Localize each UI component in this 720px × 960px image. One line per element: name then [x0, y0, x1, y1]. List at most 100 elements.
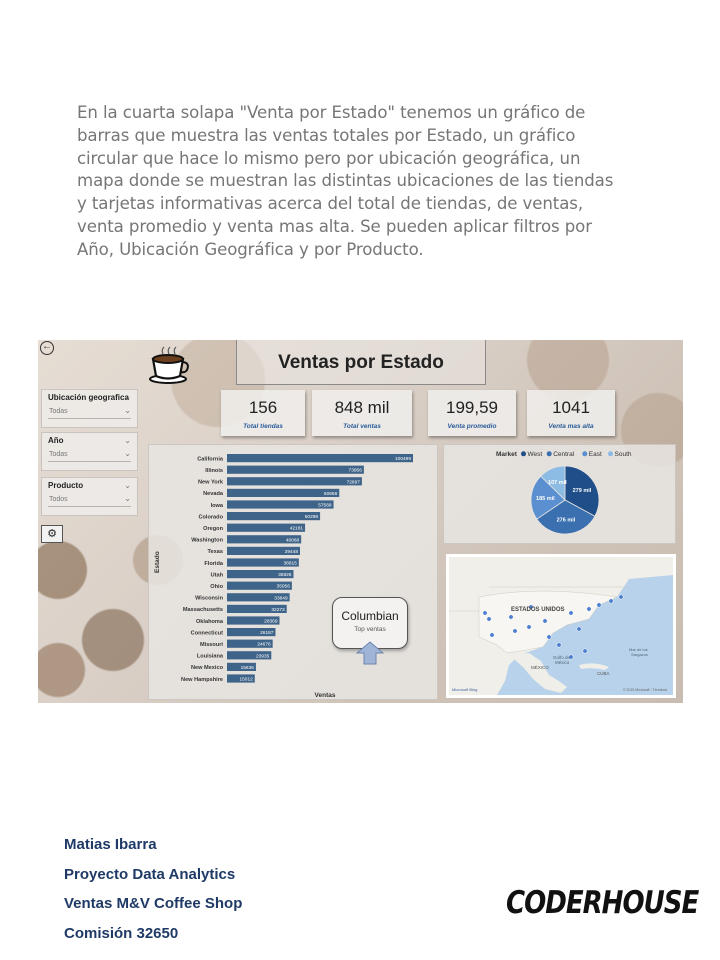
footer-credits: Matias Ibarra Proyecto Data Analytics Ve… [64, 836, 242, 954]
pie-slice[interactable] [540, 465, 566, 501]
bar[interactable] [227, 512, 321, 521]
chevron-down-icon: ⌄ [124, 449, 131, 458]
bar[interactable] [227, 465, 364, 474]
back-arrow-icon[interactable]: ← [40, 341, 54, 355]
pie-legend-marker [521, 451, 526, 457]
kpi-label: Total ventas [343, 423, 381, 430]
pie-slice[interactable] [564, 465, 600, 517]
bar[interactable] [227, 500, 334, 509]
bar-category-label: Illinois [205, 468, 223, 474]
bar-category-label: New Mexico [191, 665, 224, 671]
intro-paragraph: En la cuarta solapa "Venta por Estado" t… [77, 103, 614, 259]
bar-category-label: Wisconsin [195, 596, 224, 602]
filter-value: Todos [49, 496, 68, 503]
bar[interactable] [227, 604, 287, 613]
bar-category-label: Nevada [203, 491, 224, 497]
top-product-label: Top ventas [354, 626, 386, 633]
bar[interactable] [227, 639, 273, 648]
filter-label: Producto [48, 481, 84, 490]
map-label-mar: Mar de los [629, 647, 648, 652]
pie-legend-marker [582, 451, 588, 457]
filter-label: Ubicación geografica [48, 393, 129, 402]
bar[interactable] [227, 662, 256, 671]
bar-value-label: 73956 [349, 468, 363, 474]
bar[interactable] [227, 593, 290, 602]
bar[interactable] [227, 628, 276, 637]
bar-category-label: Iowa [211, 503, 224, 509]
pie-slice[interactable] [536, 499, 596, 535]
bar-chart-svg: California 100499 Illinois 73956 New York 728… [154, 454, 413, 699]
bar-category-label: Florida [204, 561, 224, 567]
bar-value-label: 32273 [271, 607, 285, 613]
store-locations-map[interactable]: ESTADOS UNIDOS MÉXICO Golfo de México CU… [446, 554, 676, 698]
arrow-up-icon [355, 641, 385, 665]
bar-value-label: 35926 [278, 572, 292, 578]
bar-value-label: 33849 [274, 595, 288, 601]
filter-value: Todas [49, 451, 68, 458]
pie-legend-label: West [528, 451, 543, 458]
kpi-value: 199,59 [446, 398, 498, 417]
map-label-golfo-2: México [555, 660, 570, 665]
project-name: Proyecto Data Analytics [64, 865, 236, 883]
commission-number: Comisión 32650 [64, 924, 179, 942]
bar[interactable] [227, 674, 255, 683]
bar-value-label: 39448 [285, 549, 299, 555]
top-product-name: Columbian [341, 609, 399, 623]
bar-value-label: 100499 [395, 456, 411, 462]
kpi-card-total-tiendas: 156 Total tiendas [221, 390, 305, 436]
microsoft-bing-logo: Microsoft Bing [452, 687, 477, 692]
coderhouse-logo: CODERHOUSE [506, 885, 699, 921]
filter-value: Todas [49, 408, 68, 415]
filter-ubicacion[interactable]: Ubicación geografica ⌄ Todas ⌄ [41, 389, 138, 428]
pie-slice-label: 107 mil [548, 480, 567, 486]
map-label-cuba: CUBA [597, 671, 610, 676]
chevron-down-icon: ⌄ [124, 406, 131, 415]
bar-category-label: Oklahoma [196, 619, 224, 625]
bar-category-label: Massachusetts [183, 607, 223, 613]
bar-category-label: Colorado [198, 514, 223, 520]
bar-category-label: Oregon [203, 526, 223, 532]
bar-category-label: Washington [191, 538, 223, 544]
bar[interactable] [227, 558, 299, 567]
kpi-value: 1041 [552, 398, 590, 417]
kpi-label: Total tiendas [243, 423, 283, 430]
map-label-mexico: MÉXICO [531, 664, 549, 670]
kpi-card-venta-mas-alta: 1041 Venta mas alta [527, 390, 615, 436]
bar-value-label: 26187 [260, 630, 274, 636]
bar[interactable] [227, 477, 362, 486]
pie-slice-label: 276 mil [557, 518, 576, 524]
subject-name: Ventas M&V Coffee Shop [64, 895, 243, 912]
pie-slice[interactable] [530, 475, 566, 520]
bar[interactable] [227, 616, 280, 625]
bar-value-label: 15012 [239, 677, 253, 683]
bar[interactable] [227, 581, 292, 590]
bar[interactable] [227, 651, 272, 660]
clear-filter-icon[interactable]: ⚙ [41, 525, 63, 543]
pie-legend-title: Market [496, 451, 518, 458]
bar[interactable] [227, 488, 340, 497]
bar[interactable] [227, 535, 302, 544]
bar[interactable] [227, 523, 306, 532]
kpi-label: Venta promedio [447, 423, 497, 430]
pie-chart-svg: Market West Central East South 279 mil 276 mil… [496, 451, 632, 535]
bar[interactable] [227, 546, 301, 555]
filter-producto[interactable]: Producto ⌄ Todos ⌄ [41, 477, 138, 516]
map-label-golfo: Golfo de [553, 655, 571, 660]
bar-category-label: Louisiana [197, 654, 224, 660]
map-attribution: © 2023 Microsoft · Términos [623, 688, 667, 692]
bar-value-label: 35056 [277, 584, 291, 590]
bar[interactable] [227, 454, 413, 463]
bar[interactable] [227, 570, 294, 579]
bar-x-axis-label: Ventas [315, 692, 336, 699]
bar-value-label: 42181 [290, 526, 304, 532]
bar-category-label: New York [198, 480, 224, 486]
bar-y-axis-label: Estado [154, 551, 161, 573]
filter-anio[interactable]: Año ⌄ Todas ⌄ [41, 432, 138, 471]
bar-value-label: 50298 [305, 514, 319, 520]
bar-category-label: Connecticut [191, 630, 223, 636]
bar-value-label: 23935 [256, 653, 270, 659]
bar-category-label: New Hampshire [181, 677, 223, 683]
pie-slice-label: 279 mil [573, 488, 592, 494]
bar-category-label: Texas [208, 549, 223, 555]
pie-legend-marker [608, 451, 613, 457]
